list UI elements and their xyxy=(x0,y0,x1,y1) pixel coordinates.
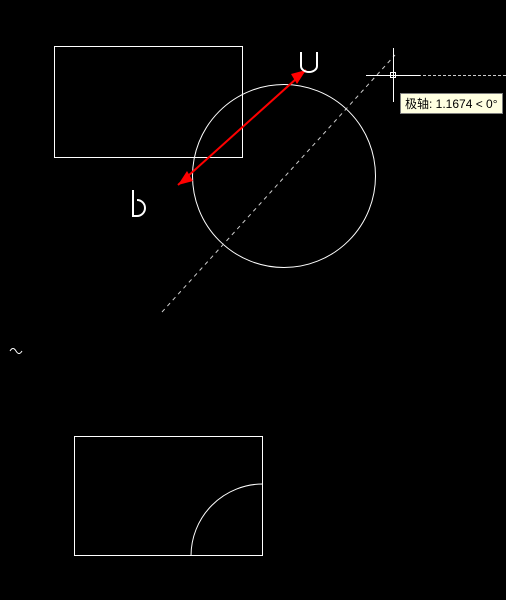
cursor-pickbox xyxy=(390,72,396,78)
diameter-arrow-head-1 xyxy=(178,171,193,185)
polar-tooltip: 极轴: 1.1674 < 0° xyxy=(400,93,503,114)
tilde-mark xyxy=(10,349,22,354)
diameter-arrow-head-2 xyxy=(291,70,306,84)
circle-main xyxy=(192,84,376,268)
label-b-icon xyxy=(133,190,145,216)
rectangle-bottom xyxy=(74,436,263,556)
cad-drawing-area[interactable]: 极轴: 1.1674 < 0° xyxy=(0,0,506,600)
polar-tooltip-text: 极轴: 1.1674 < 0° xyxy=(405,97,498,111)
label-a-icon xyxy=(301,52,317,72)
